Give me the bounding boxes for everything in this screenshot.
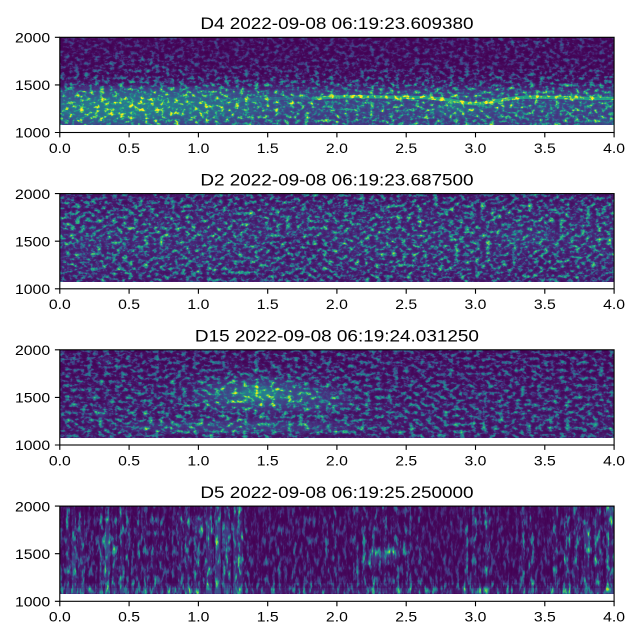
svg-text:1500: 1500 <box>15 233 50 249</box>
svg-text:3.5: 3.5 <box>534 296 556 312</box>
svg-text:1500: 1500 <box>15 77 50 93</box>
svg-text:4.0: 4.0 <box>603 452 625 468</box>
svg-text:1.5: 1.5 <box>257 140 279 156</box>
svg-text:0.0: 0.0 <box>49 609 71 625</box>
svg-text:0.0: 0.0 <box>49 296 71 312</box>
svg-text:0.5: 0.5 <box>118 296 140 312</box>
svg-text:2000: 2000 <box>15 498 50 514</box>
svg-text:2.5: 2.5 <box>395 452 417 468</box>
svg-text:1.0: 1.0 <box>187 296 209 312</box>
svg-text:1500: 1500 <box>15 390 50 406</box>
svg-text:0.5: 0.5 <box>118 140 140 156</box>
svg-text:1.5: 1.5 <box>257 296 279 312</box>
svg-text:2.0: 2.0 <box>326 609 348 625</box>
svg-text:1000: 1000 <box>15 437 50 453</box>
svg-text:2000: 2000 <box>15 342 50 358</box>
svg-text:1.5: 1.5 <box>257 452 279 468</box>
svg-text:D4 2022-09-08 06:19:23.609380: D4 2022-09-08 06:19:23.609380 <box>200 14 473 33</box>
svg-text:2.0: 2.0 <box>326 296 348 312</box>
svg-text:3.0: 3.0 <box>465 452 487 468</box>
svg-text:1.0: 1.0 <box>187 609 209 625</box>
svg-text:0.0: 0.0 <box>49 452 71 468</box>
svg-text:2.0: 2.0 <box>326 140 348 156</box>
svg-text:4.0: 4.0 <box>603 609 625 625</box>
svg-text:D2 2022-09-08 06:19:23.687500: D2 2022-09-08 06:19:23.687500 <box>200 170 473 189</box>
svg-text:3.5: 3.5 <box>534 609 556 625</box>
svg-text:1000: 1000 <box>15 594 50 610</box>
svg-text:0.0: 0.0 <box>49 140 71 156</box>
svg-text:1500: 1500 <box>15 546 50 562</box>
svg-text:3.0: 3.0 <box>465 296 487 312</box>
svg-text:1.0: 1.0 <box>187 452 209 468</box>
svg-text:1.0: 1.0 <box>187 140 209 156</box>
svg-text:3.0: 3.0 <box>465 140 487 156</box>
svg-text:3.5: 3.5 <box>534 452 556 468</box>
svg-text:2000: 2000 <box>15 186 50 202</box>
svg-text:4.0: 4.0 <box>603 296 625 312</box>
svg-text:D15 2022-09-08 06:19:24.031250: D15 2022-09-08 06:19:24.031250 <box>195 327 479 346</box>
svg-text:2.0: 2.0 <box>326 452 348 468</box>
svg-text:1.5: 1.5 <box>257 609 279 625</box>
svg-text:2.5: 2.5 <box>395 296 417 312</box>
svg-text:1000: 1000 <box>15 281 50 297</box>
svg-text:0.5: 0.5 <box>118 609 140 625</box>
svg-text:1000: 1000 <box>15 125 50 141</box>
svg-text:3.5: 3.5 <box>534 140 556 156</box>
svg-text:3.0: 3.0 <box>465 609 487 625</box>
svg-text:2000: 2000 <box>15 30 50 46</box>
svg-text:0.5: 0.5 <box>118 452 140 468</box>
svg-text:4.0: 4.0 <box>603 140 625 156</box>
svg-text:2.5: 2.5 <box>395 609 417 625</box>
svg-text:D5 2022-09-08 06:19:25.250000: D5 2022-09-08 06:19:25.250000 <box>200 483 473 502</box>
svg-text:2.5: 2.5 <box>395 140 417 156</box>
